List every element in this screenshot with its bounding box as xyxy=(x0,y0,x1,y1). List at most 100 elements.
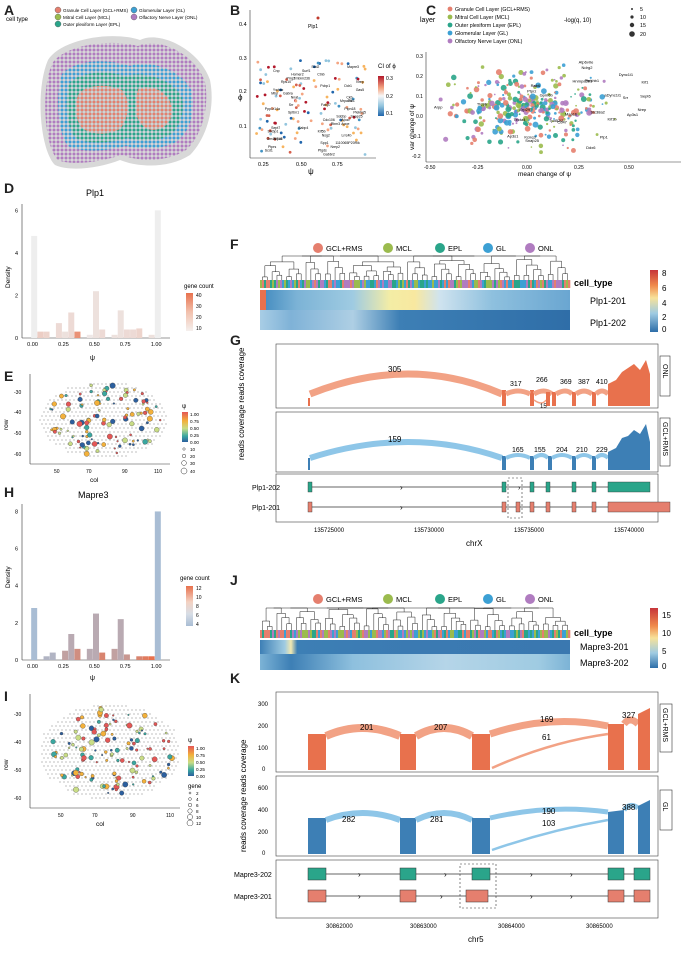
gene-point xyxy=(506,83,509,87)
spot xyxy=(77,407,79,409)
spot xyxy=(115,725,117,727)
spot xyxy=(39,419,41,421)
gene-point xyxy=(539,150,543,155)
spot xyxy=(105,777,107,779)
k-gl-ytick: 400 xyxy=(258,808,269,814)
spot xyxy=(93,721,95,723)
gene-point xyxy=(568,114,572,118)
gene-point xyxy=(473,119,478,125)
spot xyxy=(159,741,161,743)
panel-i-colorbar xyxy=(188,746,194,776)
spot xyxy=(53,737,55,739)
celltype-cell xyxy=(470,280,473,288)
celltype-cell xyxy=(320,280,323,288)
gene-point xyxy=(477,105,483,111)
gene-label: Slc38a2 xyxy=(590,110,605,115)
panel-i-size-tick: 2 xyxy=(196,791,199,796)
spot xyxy=(71,717,73,719)
celltype-cell xyxy=(390,630,393,638)
spot xyxy=(149,745,151,747)
spot xyxy=(125,399,127,401)
celltype-cell xyxy=(506,630,509,638)
panel-c-xlabel: mean change of ψ xyxy=(518,171,571,178)
gene-label: Snap25 xyxy=(351,114,363,118)
histogram-bar xyxy=(154,511,161,660)
celltype-cell xyxy=(414,630,417,638)
psi-spot xyxy=(104,750,108,754)
spot xyxy=(145,785,147,787)
celltype-cell xyxy=(314,280,317,288)
gene-point xyxy=(529,70,534,75)
celltype-cell xyxy=(282,630,285,638)
spot xyxy=(141,745,143,747)
spot xyxy=(107,419,109,421)
spot xyxy=(155,403,157,405)
gene-point xyxy=(299,59,302,63)
gene-point xyxy=(527,121,530,124)
spot xyxy=(103,435,105,437)
spot xyxy=(119,387,121,389)
spot xyxy=(139,781,141,783)
spot xyxy=(125,769,127,771)
panel-b-colorbar xyxy=(378,76,384,116)
gene-point xyxy=(262,82,266,85)
psi-spot xyxy=(76,439,81,444)
spot xyxy=(63,419,65,421)
celltype-cell xyxy=(330,630,333,638)
panel-j-cb-tick: 0 xyxy=(662,662,667,670)
spot xyxy=(77,761,79,763)
psi-spot xyxy=(91,729,97,735)
spot xyxy=(47,773,49,775)
spot xyxy=(161,745,163,747)
spot xyxy=(131,709,133,711)
gene-point xyxy=(267,65,270,69)
spot xyxy=(91,765,93,767)
gene-point xyxy=(306,111,310,115)
spot xyxy=(69,753,71,755)
celltype-cell xyxy=(508,630,511,638)
spot xyxy=(77,753,79,755)
y-tick-label: 6 xyxy=(15,208,18,214)
spot xyxy=(73,785,75,787)
spot xyxy=(113,399,115,401)
spot xyxy=(123,443,125,445)
celltype-cell xyxy=(548,280,551,288)
spot xyxy=(59,403,61,405)
spot xyxy=(137,713,139,715)
gene-point xyxy=(583,86,588,91)
spot xyxy=(115,443,117,445)
spot xyxy=(59,443,61,445)
spot xyxy=(57,761,59,763)
celltype-cell xyxy=(382,280,385,288)
spot xyxy=(45,431,47,433)
spot xyxy=(151,427,153,429)
gene-point xyxy=(522,120,528,126)
spot xyxy=(77,431,79,433)
gene-point xyxy=(522,115,529,122)
celltype-cell xyxy=(376,280,379,288)
spot xyxy=(111,403,113,405)
spot xyxy=(129,729,131,731)
spot xyxy=(43,427,45,429)
spot xyxy=(105,447,107,449)
panel-c-ytick: -0.2 xyxy=(412,154,421,160)
spot xyxy=(59,419,61,421)
gene-point xyxy=(536,100,539,103)
spot xyxy=(71,765,73,767)
spot xyxy=(65,769,67,771)
k-transcript-label: Mapre3-202 xyxy=(234,872,272,879)
spot xyxy=(155,411,157,413)
spot xyxy=(41,761,43,763)
gene-point xyxy=(555,107,559,111)
g-xlabel: chrX xyxy=(466,539,483,548)
spot xyxy=(119,773,121,775)
gene-label: Rps10 xyxy=(281,80,291,84)
celltype-cell xyxy=(366,630,369,638)
gene-point xyxy=(294,106,298,110)
psi-spot xyxy=(50,739,56,745)
panel-c-ytick: -0.1 xyxy=(412,134,421,140)
gene-point xyxy=(323,107,326,111)
gene-point xyxy=(562,73,566,78)
spot xyxy=(125,455,127,457)
spot xyxy=(135,411,137,413)
